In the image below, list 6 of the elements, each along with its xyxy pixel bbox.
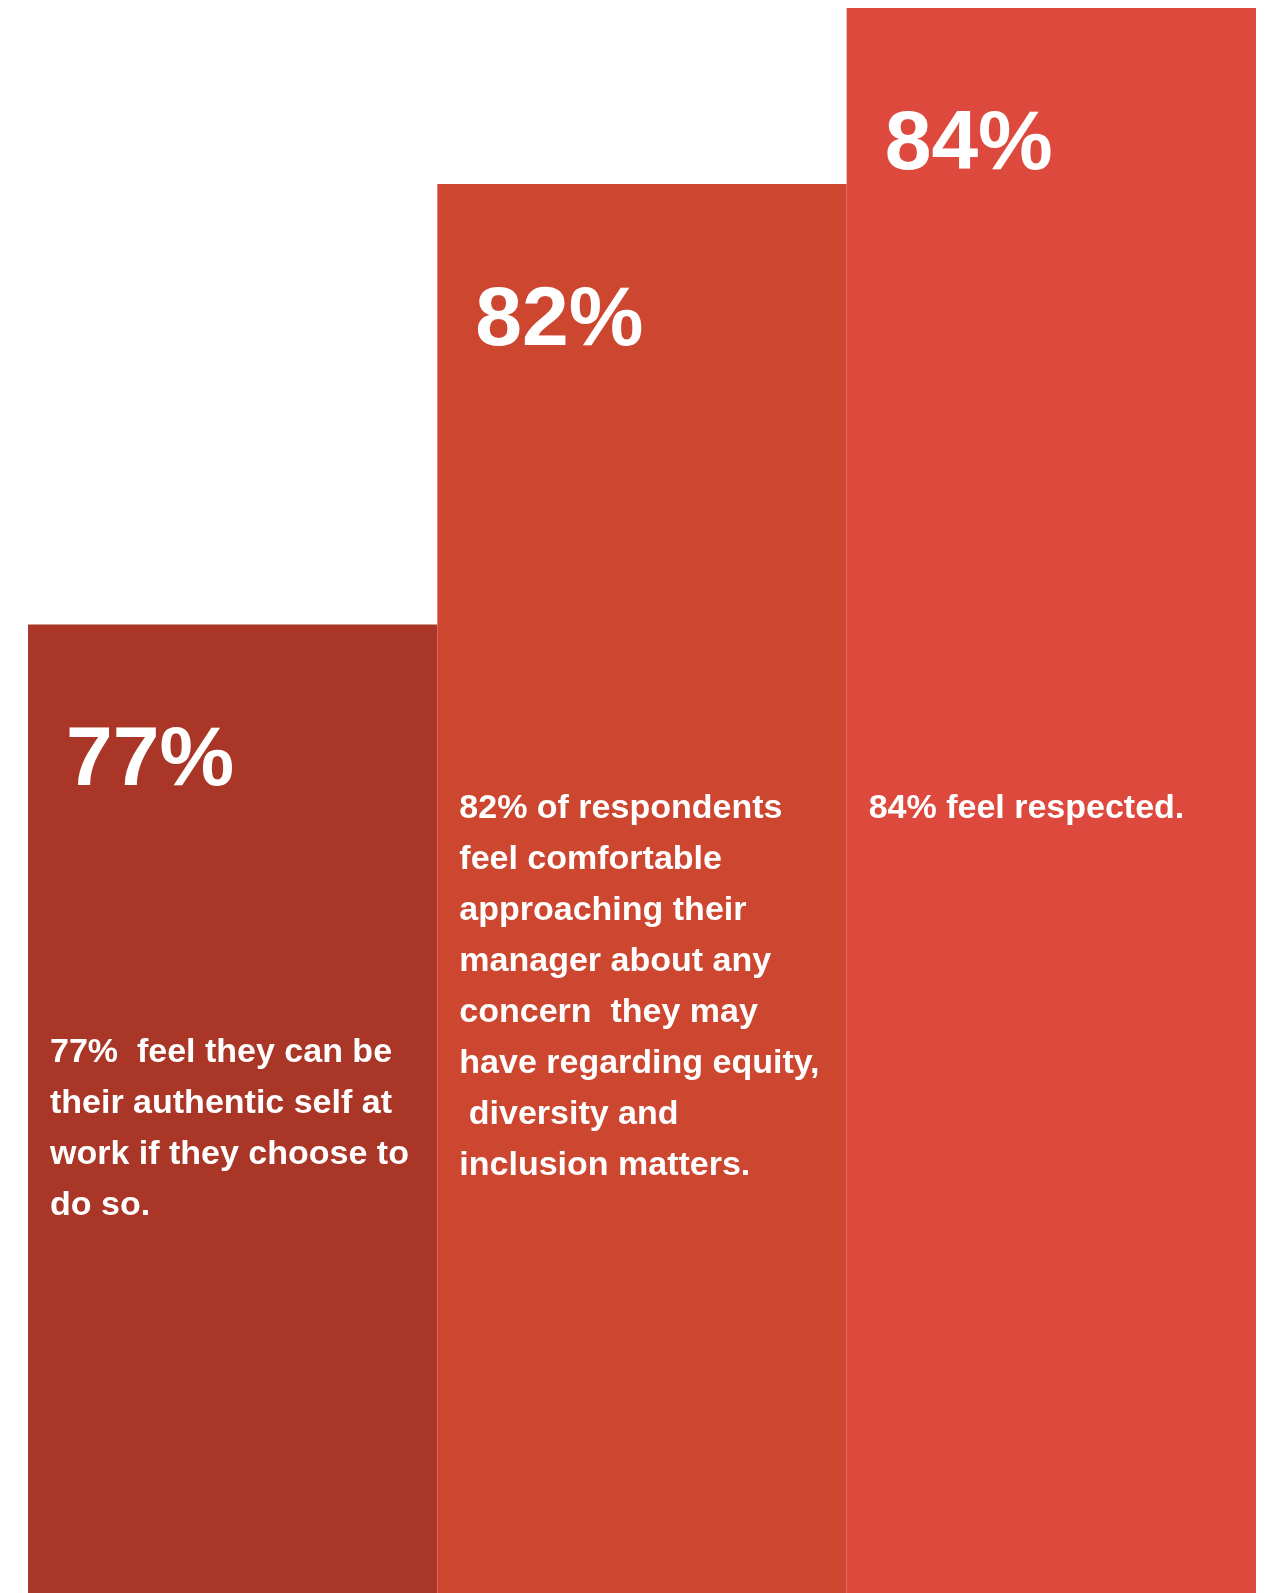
annotation: 82% of respondents feel comfortable approaching their manager about any concern they may have regarding equity, diversity and inclusion matters. bbox=[459, 787, 820, 1183]
annotation: 77% feel they can be their authentic self at work if they choose to do so. bbox=[49, 1030, 419, 1222]
data-label: 82% bbox=[475, 269, 644, 364]
data-label: 84% bbox=[884, 93, 1053, 187]
annotation: 84% feel respected. bbox=[868, 787, 1185, 826]
data-label: 77% bbox=[66, 709, 235, 804]
